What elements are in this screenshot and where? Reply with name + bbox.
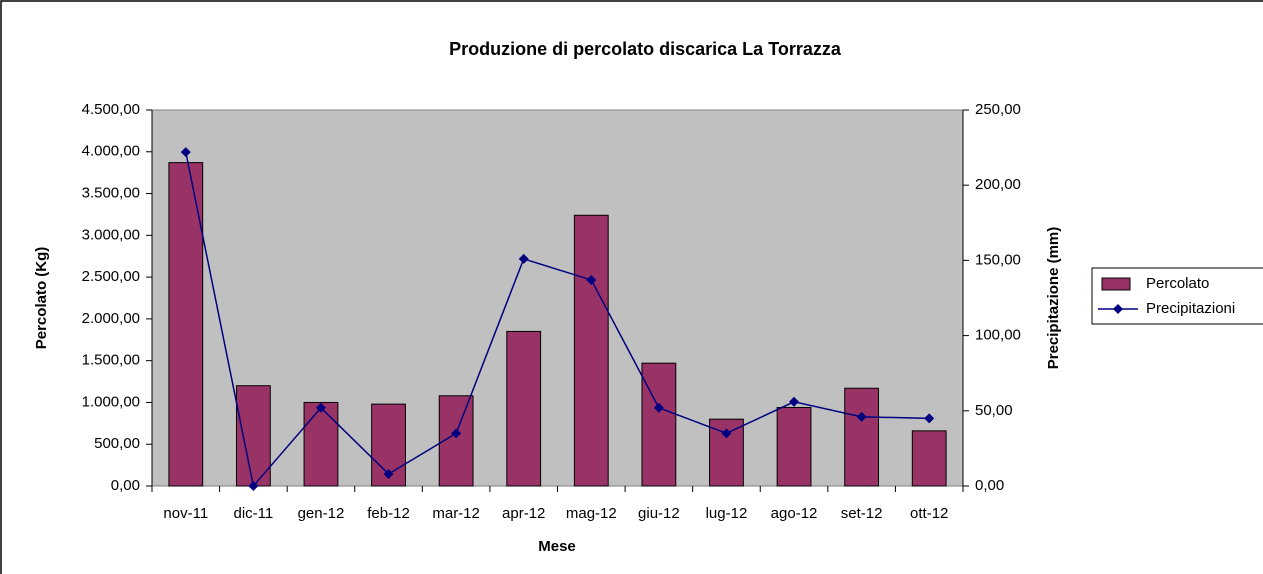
- chart-title: Produzione di percolato discarica La Tor…: [449, 39, 842, 59]
- y-tick-label: 4.500,00: [82, 101, 140, 118]
- marker: [315, 402, 326, 413]
- legend-marker: [1113, 304, 1123, 314]
- marker: [856, 411, 867, 422]
- bar: [303, 401, 339, 487]
- bar: [506, 330, 542, 487]
- y-tick-label: 1.000,00: [82, 393, 140, 410]
- y2-axis-title: Precipitazione (mm): [1045, 227, 1062, 370]
- y-tick-label: 3.000,00: [82, 226, 140, 243]
- x-tick-label: feb-12: [367, 505, 410, 522]
- bar: [168, 162, 204, 487]
- y2-tick-label: 250,00: [975, 101, 1021, 118]
- y-tick-label: 500,00: [94, 435, 140, 452]
- legend-swatch: [1101, 277, 1131, 291]
- bar: [844, 387, 880, 487]
- bar: [235, 385, 271, 487]
- marker: [586, 274, 597, 285]
- marker: [383, 468, 394, 479]
- y2-tick-label: 100,00: [975, 327, 1021, 344]
- marker: [789, 396, 800, 407]
- x-tick-label: nov-11: [163, 505, 208, 522]
- y-axis-title: Percolato (Kg): [33, 247, 50, 350]
- x-tick-label: ott-12: [910, 505, 948, 522]
- x-tick-label: gen-12: [298, 505, 345, 522]
- y-tick-label: 2.000,00: [82, 310, 140, 327]
- bar: [776, 406, 812, 487]
- y-tick-label: 4.000,00: [82, 143, 140, 160]
- marker: [721, 428, 732, 439]
- y-tick-label: 1.500,00: [82, 352, 140, 369]
- marker: [924, 413, 935, 424]
- x-tick-label: ago-12: [771, 505, 818, 522]
- line: [185, 151, 930, 488]
- x-tick-label: mag-12: [566, 505, 617, 522]
- y-tick-label: 0,00: [111, 477, 140, 494]
- x-tick-label: apr-12: [502, 505, 545, 522]
- marker: [180, 147, 191, 158]
- x-axis-title: Mese: [538, 538, 576, 555]
- y-tick-label: 2.500,00: [82, 268, 140, 285]
- legend-label: Precipitazioni: [1146, 300, 1235, 317]
- legend-label: Percolato: [1146, 275, 1209, 292]
- x-tick-label: set-12: [841, 505, 883, 522]
- y-tick-label: 3.500,00: [82, 185, 140, 202]
- x-tick-label: dic-11: [234, 505, 274, 522]
- y2-tick-label: 200,00: [975, 176, 1021, 193]
- plot-area: [151, 109, 964, 487]
- marker: [451, 428, 462, 439]
- y2-tick-label: 50,00: [975, 402, 1013, 419]
- x-tick-label: giu-12: [638, 505, 680, 522]
- y2-tick-label: 0,00: [975, 477, 1004, 494]
- marker: [653, 402, 664, 413]
- x-tick-label: lug-12: [706, 505, 748, 522]
- bar: [911, 430, 947, 487]
- x-tick-label: mar-12: [432, 505, 480, 522]
- marker: [518, 253, 529, 264]
- bar: [573, 214, 609, 487]
- legend-box: [1091, 267, 1263, 325]
- marker: [248, 481, 259, 491]
- y2-tick-label: 150,00: [975, 251, 1021, 268]
- bar: [641, 362, 677, 487]
